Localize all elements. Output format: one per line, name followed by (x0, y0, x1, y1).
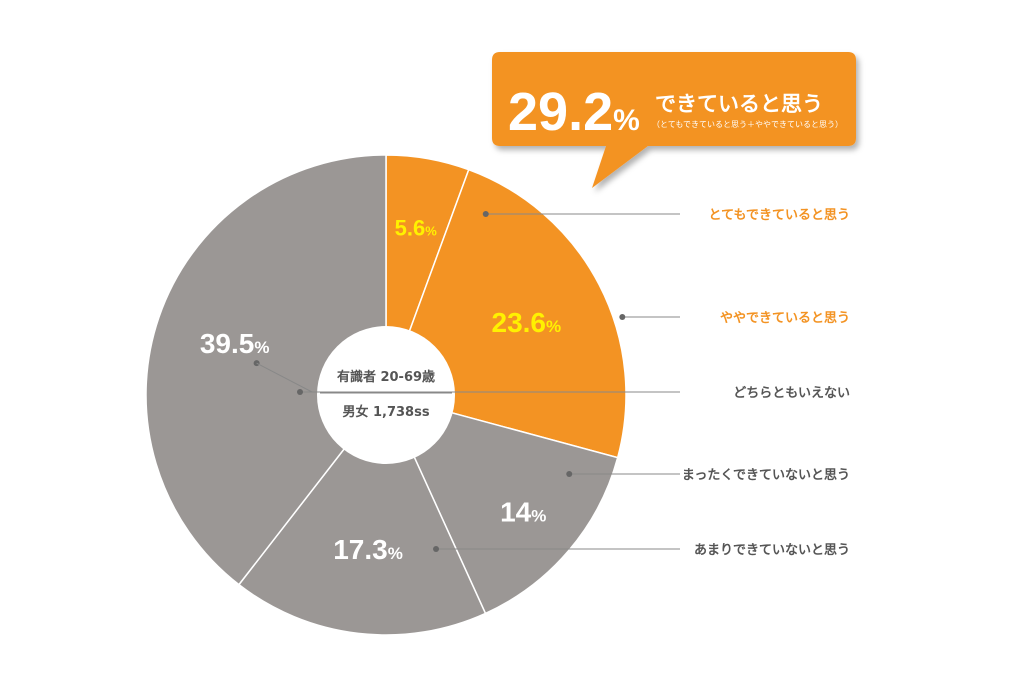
category-label: まったくできていないと思う (682, 468, 850, 483)
center-sample-label: 有識者 20-69歳 (337, 369, 435, 385)
category-labels: とてもできていると思うややできていると思うどちらともいえないまったくできていない… (682, 208, 850, 558)
pie-slices (145, 154, 627, 636)
category-label: ややできていると思う (720, 311, 850, 326)
value-labels: 5.6% 23.6% 14% 17.3% 39.5% (200, 215, 561, 564)
slice-value-label: 17.3% (333, 534, 403, 565)
center-hole (317, 326, 455, 464)
slice-value-label: 14% (500, 496, 546, 527)
category-label: あまりできていないと思う (694, 543, 850, 558)
callout-title: できていると思う (655, 92, 823, 116)
callout-subtitle: （とてもできていると思う＋ややできていると思う） (652, 120, 843, 129)
pie-slice (384, 393, 619, 615)
callout-unit: % (613, 104, 640, 137)
slice-value-label: 5.6% (395, 215, 438, 240)
slice-value-label: 39.5% (200, 328, 270, 359)
callout-percentage: 29.2% (508, 82, 640, 142)
slice-value-label: 23.6% (492, 307, 562, 338)
category-label: とてもできていると思う (709, 208, 850, 223)
pie-slice (237, 393, 487, 636)
callout-bubble (492, 52, 856, 188)
leader-dot (566, 471, 573, 477)
category-label: どちらともいえない (733, 386, 850, 401)
leader-dot (297, 389, 303, 395)
leader-dot (482, 211, 489, 217)
leader-line (256, 362, 313, 393)
leader-dot (433, 546, 440, 552)
center-sample-size: 男女 1,738ss (342, 404, 429, 420)
leader-lines (253, 211, 680, 552)
callout-value: 29.2 (508, 82, 613, 142)
leader-dot (619, 314, 626, 320)
pie-slice (145, 154, 387, 586)
summary-callout: 29.2% できていると思う （とてもできていると思う＋ややできていると思う） (492, 52, 856, 188)
